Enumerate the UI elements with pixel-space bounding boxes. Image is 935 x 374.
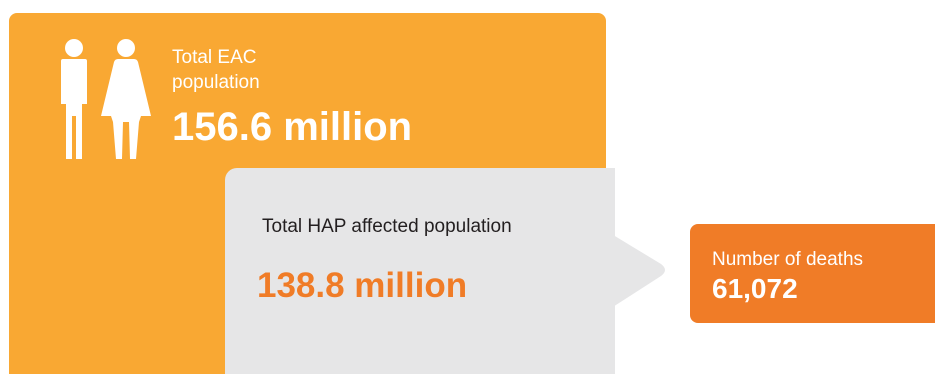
hap-population-value: 138.8 million	[257, 266, 468, 305]
man-head	[65, 39, 83, 57]
man-woman-icon	[61, 39, 151, 159]
callout-pointer-arrow	[605, 230, 665, 312]
eac-population-label: Total EAC population	[172, 47, 260, 93]
deaths-label: Number of deaths	[712, 249, 864, 270]
deaths-value: 61,072	[712, 273, 798, 304]
eac-population-panel: Total EAC population 156.6 million Total…	[9, 13, 615, 374]
woman-body	[101, 59, 151, 159]
deaths-panel: Number of deaths 61,072	[690, 224, 935, 323]
woman-head	[117, 39, 135, 57]
man-body	[61, 59, 87, 159]
hap-population-label: Total HAP affected population	[262, 216, 512, 237]
hap-population-panel: Total HAP affected population 138.8 mill…	[225, 168, 615, 374]
eac-population-value: 156.6 million	[172, 105, 413, 149]
